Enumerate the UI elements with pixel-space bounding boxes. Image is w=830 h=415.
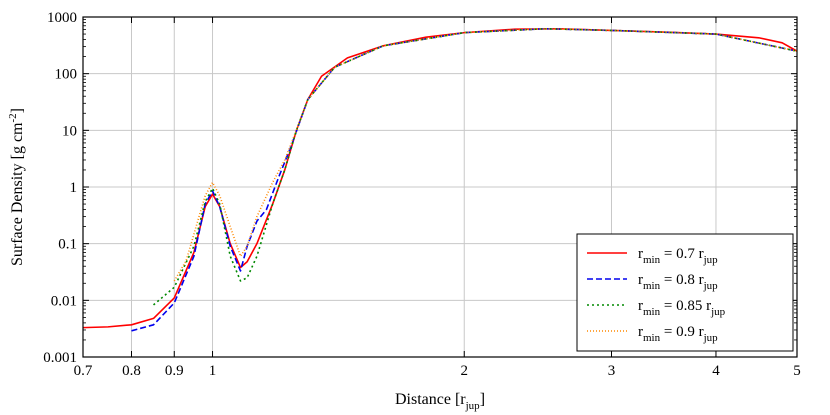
legend-label-part: = 0.85 r (660, 298, 711, 314)
legend-label-part: = 0.9 r (660, 324, 703, 340)
legend-label-part: r (638, 298, 643, 314)
y-axis-title-main: Surface Density [g cm (9, 122, 26, 266)
legend-label-part: jup (703, 280, 719, 292)
series-line-3 (152, 27, 798, 306)
y-tick-label: 100 (55, 67, 78, 83)
legend-label-part: = 0.7 r (660, 246, 703, 262)
x-tick-label: 5 (793, 363, 801, 379)
y-tick-label: 0.1 (58, 237, 77, 253)
x-tick-label: 2 (460, 363, 468, 379)
y-tick-label: 10 (62, 123, 77, 139)
legend-label-4: rmin = 0.9 rjup (638, 324, 718, 344)
y-tick-label: 0.001 (43, 350, 77, 366)
x-tick-label: 1 (209, 363, 217, 379)
x-tick-label: 3 (608, 363, 616, 379)
y-axis-title-sup: -2 (7, 113, 19, 122)
legend-label-1: rmin = 0.7 rjup (638, 246, 718, 266)
series-lines (82, 27, 798, 332)
legend-label-part: r (638, 272, 643, 288)
y-axis-title-tail: ] (9, 108, 26, 113)
legend-label-part: jup (703, 254, 719, 266)
x-tick-label: 0.9 (165, 363, 184, 379)
legend-label-part: min (643, 254, 661, 266)
legend-label-part: min (643, 280, 661, 292)
series-line-4 (173, 27, 798, 282)
x-axis-title-sub: jup (465, 400, 481, 412)
legend-label-2: rmin = 0.8 rjup (638, 272, 718, 292)
legend-label-part: min (643, 332, 661, 344)
legend-label-part: r (638, 246, 643, 262)
x-axis-title-tail: ] (480, 391, 485, 408)
x-tick-label: 0.7 (74, 363, 93, 379)
x-axis-title: Distance [rjup] (395, 391, 485, 412)
x-tick-label: 0.8 (122, 363, 141, 379)
y-tick-label: 0.01 (51, 293, 77, 309)
y-tick-label: 1 (70, 180, 78, 196)
legend-label-part: jup (710, 306, 726, 318)
tick-labels: 0.7 0.8 0.9 1 2 3 4 5 0.001 0.01 0.1 1 10 100 1000 (43, 10, 801, 379)
legend-label-part: = 0.8 r (660, 272, 703, 288)
y-axis-title: Surface Density [g cm-2] (7, 108, 26, 266)
legend-label-3: rmin = 0.85 rjup (638, 298, 726, 318)
x-tick-label: 4 (712, 363, 720, 379)
legend-label-part: r (638, 324, 643, 340)
legend-label-part: min (643, 306, 661, 318)
legend-label-part: jup (703, 332, 719, 344)
y-tick-label: 1000 (47, 10, 77, 26)
x-axis-title-main: Distance [r (395, 391, 466, 408)
series-line-2 (131, 27, 798, 332)
